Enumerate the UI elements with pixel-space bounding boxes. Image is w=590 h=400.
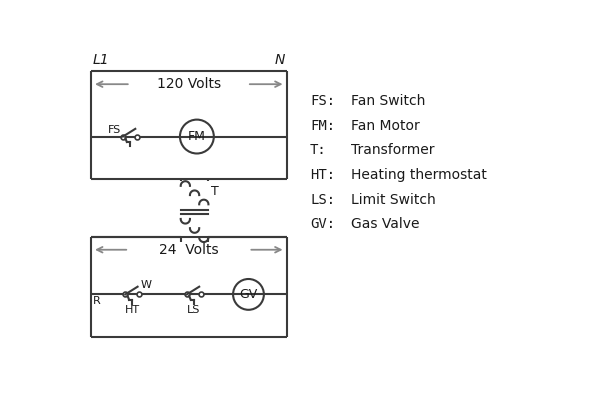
- Text: HT:: HT:: [310, 168, 335, 182]
- Text: R: R: [93, 296, 101, 306]
- Text: FS: FS: [108, 125, 122, 135]
- Text: LS:: LS:: [310, 193, 335, 207]
- Text: W: W: [140, 280, 152, 290]
- Text: 24  Volts: 24 Volts: [159, 243, 219, 257]
- Text: Fan Motor: Fan Motor: [351, 119, 419, 133]
- Text: T: T: [211, 185, 218, 198]
- Text: Gas Valve: Gas Valve: [351, 218, 419, 231]
- Text: FM: FM: [188, 130, 206, 143]
- Text: HT: HT: [124, 305, 140, 315]
- Text: Transformer: Transformer: [351, 144, 434, 158]
- Text: 120 Volts: 120 Volts: [157, 77, 221, 91]
- Text: Fan Switch: Fan Switch: [351, 94, 425, 108]
- Text: Heating thermostat: Heating thermostat: [351, 168, 487, 182]
- Text: GV:: GV:: [310, 218, 335, 231]
- Text: L1: L1: [92, 53, 109, 67]
- Text: FM:: FM:: [310, 119, 335, 133]
- Text: FS:: FS:: [310, 94, 335, 108]
- Text: T:: T:: [310, 144, 327, 158]
- Text: Limit Switch: Limit Switch: [351, 193, 435, 207]
- Text: N: N: [275, 53, 286, 67]
- Text: GV: GV: [240, 288, 258, 301]
- Text: LS: LS: [187, 305, 201, 315]
